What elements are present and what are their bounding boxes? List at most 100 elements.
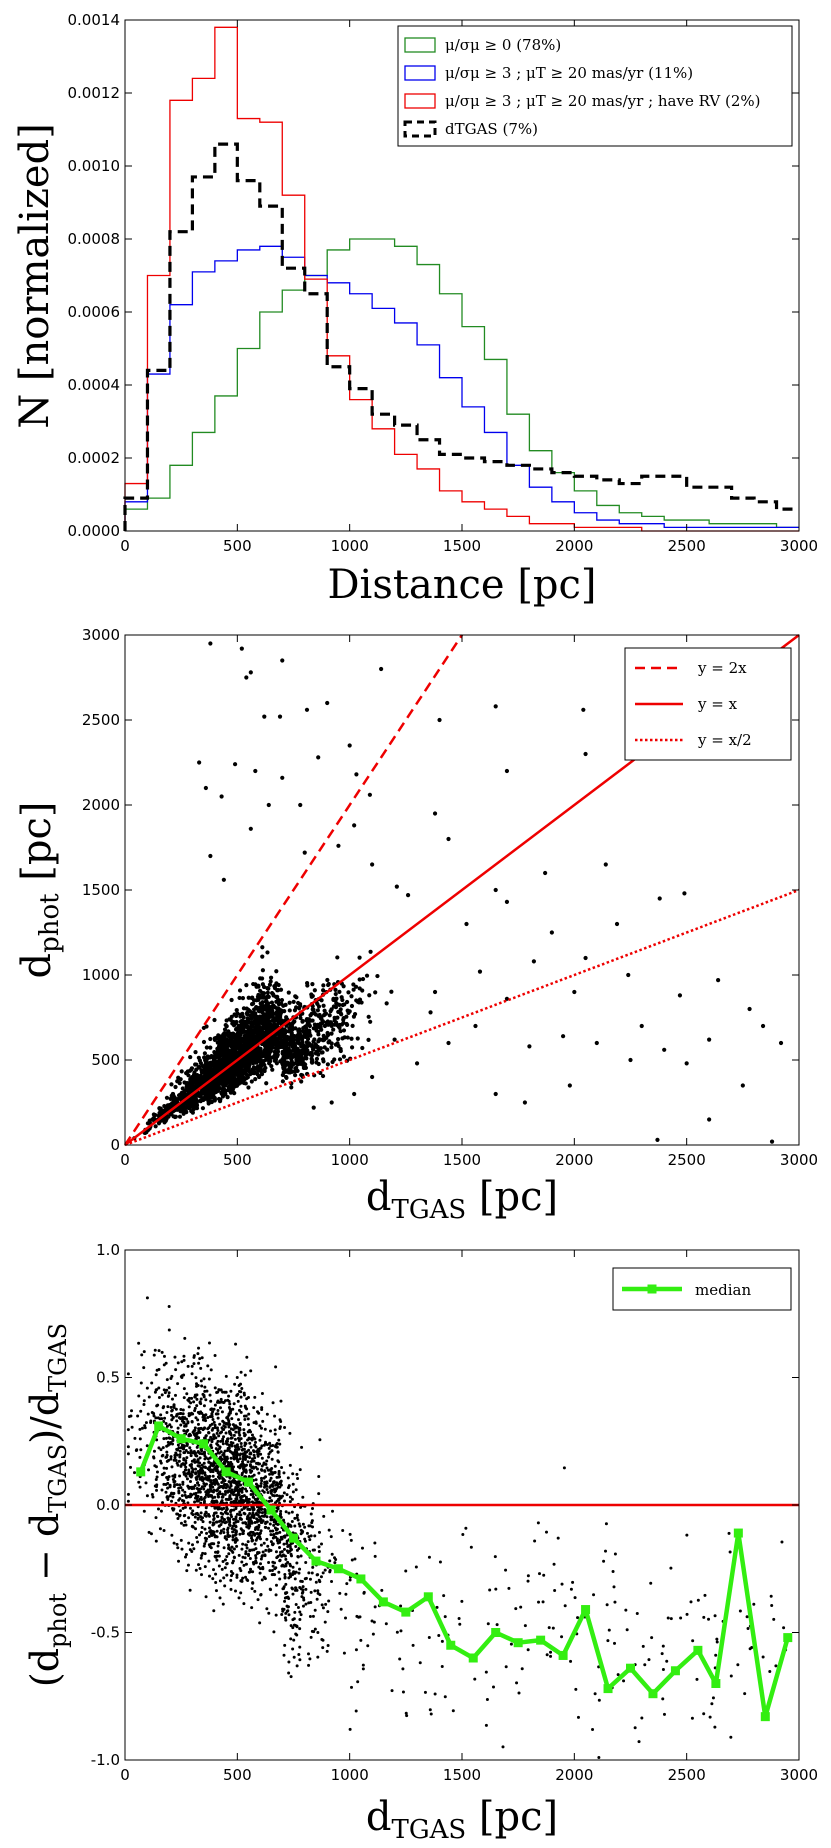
data-point (150, 1492, 154, 1496)
data-point (344, 1592, 348, 1596)
data-point (184, 1552, 188, 1556)
data-point (247, 1497, 251, 1501)
data-point (333, 991, 338, 997)
data-point (338, 1046, 343, 1052)
data-point (318, 1580, 322, 1584)
data-point (243, 1418, 247, 1422)
data-point (271, 1564, 275, 1568)
data-point (304, 1028, 310, 1033)
residual-panel: 0 500 1000 1500 2000 2500 3000-1.0-0.50.00.51.… (23, 1241, 818, 1845)
data-point (300, 1579, 304, 1583)
x-tick-label: 2000 (555, 1151, 593, 1169)
data-point (183, 1513, 187, 1517)
data-point (239, 1370, 243, 1374)
data-point (195, 1496, 199, 1500)
data-point (241, 1467, 245, 1471)
data-point (292, 1638, 296, 1642)
data-point (268, 975, 274, 980)
data-point (318, 1070, 323, 1076)
data-point (316, 1631, 320, 1635)
data-point (271, 1518, 275, 1522)
data-point (194, 1416, 198, 1420)
data-point (229, 1483, 233, 1487)
data-point (223, 1521, 227, 1525)
data-point (209, 1443, 213, 1447)
data-point (289, 1029, 294, 1034)
data-point (282, 1653, 286, 1657)
data-point (263, 1469, 267, 1473)
data-point (240, 996, 246, 1001)
data-point (189, 1454, 193, 1458)
data-point (257, 1025, 262, 1030)
data-point (154, 1478, 158, 1482)
data-point (282, 1058, 287, 1064)
data-point (262, 1048, 267, 1053)
data-point (302, 1030, 307, 1036)
data-point (313, 1608, 317, 1612)
data-point (310, 1519, 314, 1523)
data-point (282, 1547, 286, 1551)
data-point (325, 1062, 330, 1067)
y-label-subscript: phot (35, 893, 65, 953)
data-point (243, 1556, 247, 1560)
data-point (278, 1442, 282, 1446)
data-point (214, 1412, 218, 1416)
data-point (315, 1573, 319, 1577)
data-point (677, 993, 683, 998)
data-point (284, 1039, 289, 1045)
data-point (219, 1529, 223, 1533)
data-point (233, 1083, 238, 1088)
data-point (265, 1459, 269, 1463)
data-point (223, 1081, 228, 1087)
data-point (153, 1348, 157, 1352)
data-point (251, 1071, 257, 1076)
data-point (265, 1537, 269, 1541)
data-point (256, 1410, 260, 1414)
data-point (273, 1432, 277, 1436)
data-point (248, 1508, 252, 1512)
data-point (250, 1587, 254, 1591)
data-point (357, 977, 362, 982)
x-tick-label: 2000 (555, 537, 593, 555)
data-point (367, 792, 372, 797)
data-point (244, 1521, 248, 1525)
data-point (227, 1056, 232, 1061)
data-point (276, 1013, 281, 1018)
data-point (171, 1094, 177, 1100)
data-point (295, 1513, 299, 1517)
data-point (267, 1548, 271, 1552)
data-point (298, 1524, 302, 1528)
data-point (317, 1545, 321, 1549)
data-point (228, 1476, 232, 1480)
data-point (272, 1573, 276, 1577)
data-point (198, 1456, 202, 1460)
data-point (240, 1076, 245, 1081)
data-point (284, 1582, 288, 1586)
data-point (209, 1083, 214, 1088)
data-point (207, 1431, 211, 1435)
data-point (208, 1424, 212, 1428)
data-point (298, 1645, 302, 1649)
data-point (240, 1508, 244, 1512)
data-point (298, 1610, 302, 1614)
data-point (295, 1516, 299, 1520)
data-point (493, 1091, 498, 1097)
data-point (198, 1061, 204, 1066)
data-point (210, 1446, 214, 1450)
data-point (330, 1579, 334, 1583)
data-point (153, 1484, 157, 1488)
data-point (325, 977, 330, 983)
axis-ticks: 0 500 1000 1500 2000 2500 30000.00000.00020.00… (68, 11, 819, 555)
data-point (158, 1106, 163, 1111)
data-point (375, 973, 380, 979)
data-point (233, 1425, 237, 1429)
data-point (266, 1038, 271, 1044)
data-point (337, 989, 342, 994)
data-point (239, 1404, 243, 1408)
y-tick-label: 2000 (82, 796, 120, 814)
data-point (218, 1476, 222, 1480)
data-point (183, 1463, 187, 1467)
data-point (370, 862, 375, 867)
data-point (199, 1410, 203, 1414)
data-point (273, 1023, 278, 1028)
